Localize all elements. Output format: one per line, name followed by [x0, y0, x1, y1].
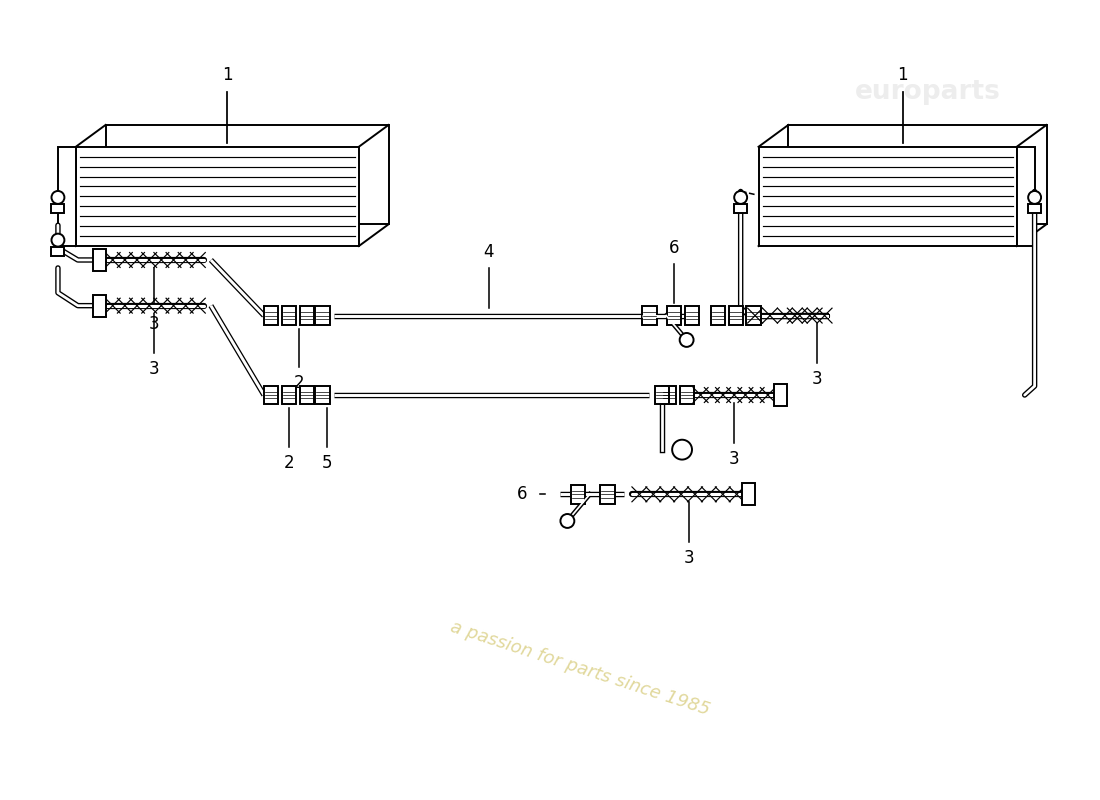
Bar — [94, 249, 106, 271]
Circle shape — [672, 440, 692, 459]
Bar — [316, 306, 330, 325]
Bar — [94, 294, 106, 317]
Text: 3: 3 — [148, 314, 159, 333]
Bar — [1028, 204, 1041, 213]
Circle shape — [52, 191, 65, 204]
Text: 3: 3 — [728, 450, 739, 467]
Bar — [282, 386, 296, 405]
Text: a passion for parts since 1985: a passion for parts since 1985 — [448, 618, 712, 718]
Bar — [742, 483, 755, 506]
Circle shape — [680, 333, 694, 347]
Text: 1: 1 — [898, 66, 907, 84]
Text: 3: 3 — [684, 549, 694, 567]
Bar — [747, 306, 761, 325]
Bar — [654, 386, 670, 405]
Bar — [316, 386, 330, 405]
Circle shape — [52, 234, 65, 246]
Bar — [711, 306, 725, 325]
Circle shape — [560, 514, 574, 528]
Bar — [685, 306, 700, 325]
Text: europarts: europarts — [855, 79, 1000, 105]
Text: 2: 2 — [294, 374, 304, 392]
Bar — [774, 384, 786, 406]
Text: 3: 3 — [148, 360, 159, 378]
Bar — [52, 204, 65, 213]
Bar — [680, 386, 694, 405]
Bar — [734, 204, 747, 213]
Text: 4: 4 — [484, 243, 494, 261]
Bar — [52, 246, 65, 255]
Bar — [282, 306, 296, 325]
Bar — [264, 386, 278, 405]
Bar — [264, 306, 278, 325]
Bar — [662, 386, 676, 405]
Text: 2: 2 — [284, 454, 294, 471]
Bar — [299, 386, 314, 405]
Bar — [667, 306, 681, 325]
Polygon shape — [1016, 146, 1035, 246]
Bar — [299, 306, 314, 325]
Text: 1: 1 — [222, 66, 232, 84]
Bar — [642, 306, 657, 325]
Bar — [571, 485, 585, 504]
Text: 6: 6 — [517, 486, 527, 503]
Circle shape — [734, 191, 747, 204]
Text: 6: 6 — [669, 239, 680, 257]
Text: 3: 3 — [812, 370, 823, 388]
Polygon shape — [76, 146, 359, 246]
Circle shape — [1028, 191, 1041, 204]
Text: 5: 5 — [321, 454, 332, 471]
Bar — [728, 306, 743, 325]
Polygon shape — [58, 146, 76, 246]
Polygon shape — [759, 146, 1016, 246]
Bar — [601, 485, 615, 504]
